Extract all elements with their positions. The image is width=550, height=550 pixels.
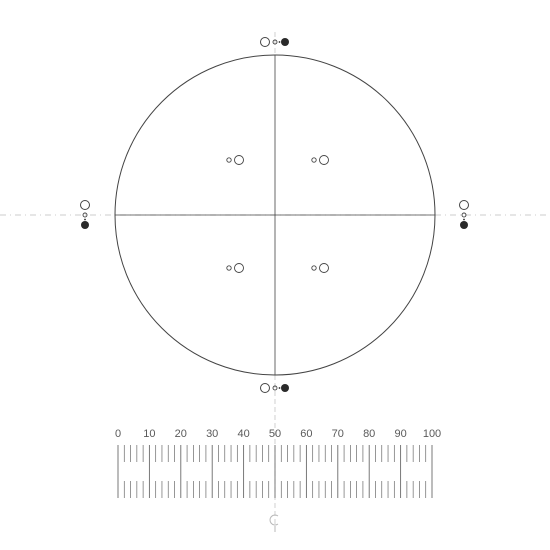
ruler-label: 30: [206, 428, 218, 440]
ruler-label: 90: [394, 428, 406, 440]
ruler-label: 10: [143, 428, 155, 440]
ruler-label: 80: [363, 428, 375, 440]
ruler-label: 20: [175, 428, 187, 440]
ruler-label: 40: [237, 428, 249, 440]
ruler-label: 100: [423, 428, 441, 440]
ruler-label: 70: [332, 428, 344, 440]
reticle-diagram: [0, 0, 550, 550]
ruler-label: 0: [115, 428, 121, 440]
ruler-label: 60: [300, 428, 312, 440]
ruler-label: 50: [269, 428, 281, 440]
